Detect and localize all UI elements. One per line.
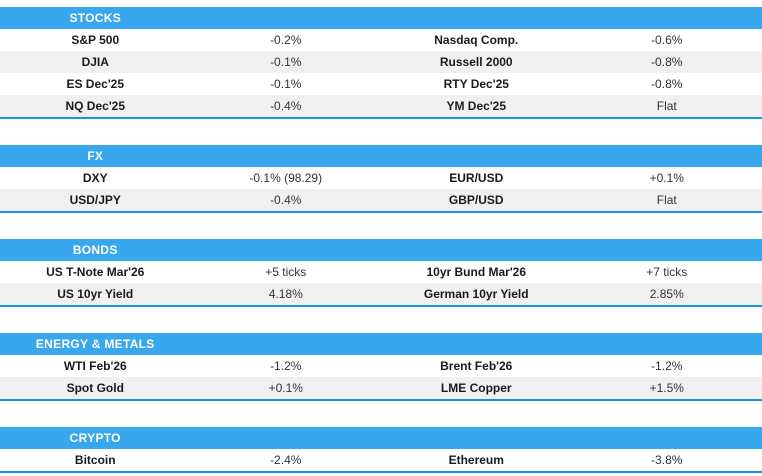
instrument-value-right: +7 ticks bbox=[646, 265, 688, 279]
instrument-value-left: +5 ticks bbox=[265, 265, 307, 279]
section-rows: Bitcoin -2.4% Ethereum -3.8% bbox=[0, 449, 762, 471]
instrument-name-right: GBP/USD bbox=[448, 193, 504, 207]
section-title: CRYPTO bbox=[69, 431, 121, 445]
section-title: STOCKS bbox=[69, 11, 122, 25]
section-rows: WTI Feb'26 -1.2% Brent Feb'26 -1.2% Spot… bbox=[0, 355, 762, 399]
instrument-value-right: -0.6% bbox=[651, 33, 683, 47]
market-section: CRYPTO Bitcoin -2.4% Ethereum -3.8% bbox=[0, 427, 762, 473]
instrument-value-left: -0.4% bbox=[270, 193, 302, 207]
instrument-value-right: +0.1% bbox=[649, 171, 684, 185]
instrument-name-left: US 10yr Yield bbox=[57, 287, 134, 301]
instrument-name-left: Spot Gold bbox=[66, 381, 124, 395]
instrument-value-right: -0.8% bbox=[651, 77, 683, 91]
instrument-value-left: +0.1% bbox=[268, 381, 303, 395]
instrument-value-left: -0.1% (98.29) bbox=[249, 171, 323, 185]
instrument-value-left: -1.2% bbox=[270, 359, 302, 373]
instrument-name-left: Bitcoin bbox=[74, 453, 116, 467]
instrument-name-left: US T-Note Mar'26 bbox=[46, 265, 145, 279]
instrument-value-left: -0.4% bbox=[270, 99, 302, 113]
market-section: FX DXY -0.1% (98.29) EUR/USD +0.1% USD/J… bbox=[0, 145, 762, 213]
instrument-name-left: WTI Feb'26 bbox=[63, 359, 127, 373]
market-row: Bitcoin -2.4% Ethereum -3.8% bbox=[0, 449, 762, 471]
instrument-value-right: -3.8% bbox=[651, 453, 683, 467]
market-row: DXY -0.1% (98.29) EUR/USD +0.1% bbox=[0, 167, 762, 189]
instrument-value-right: -0.8% bbox=[651, 55, 683, 69]
instrument-value-right: -1.2% bbox=[651, 359, 683, 373]
instrument-name-right: German 10yr Yield bbox=[423, 287, 529, 301]
section-header: FX bbox=[0, 145, 762, 167]
instrument-value-left: -0.2% bbox=[270, 33, 302, 47]
instrument-name-left: NQ Dec'25 bbox=[65, 99, 126, 113]
section-header: BONDS bbox=[0, 239, 762, 261]
market-row: USD/JPY -0.4% GBP/USD Flat bbox=[0, 189, 762, 211]
instrument-value-right: +1.5% bbox=[649, 381, 684, 395]
instrument-name-left: ES Dec'25 bbox=[66, 77, 125, 91]
section-header: ENERGY & METALS bbox=[0, 333, 762, 355]
section-title: FX bbox=[87, 149, 104, 163]
instrument-value-left: -0.1% bbox=[270, 77, 302, 91]
instrument-name-left: S&P 500 bbox=[71, 33, 120, 47]
instrument-name-left: DJIA bbox=[81, 55, 109, 69]
section-title: BONDS bbox=[72, 243, 118, 257]
instrument-value-right: 2.85% bbox=[649, 287, 684, 301]
instrument-name-left: USD/JPY bbox=[69, 193, 121, 207]
section-rows: US T-Note Mar'26 +5 ticks 10yr Bund Mar'… bbox=[0, 261, 762, 305]
instrument-value-left: 4.18% bbox=[268, 287, 303, 301]
market-row: NQ Dec'25 -0.4% YM Dec'25 Flat bbox=[0, 95, 762, 117]
market-section: ENERGY & METALS WTI Feb'26 -1.2% Brent F… bbox=[0, 333, 762, 401]
instrument-name-right: 10yr Bund Mar'26 bbox=[426, 265, 527, 279]
section-rows: S&P 500 -0.2% Nasdaq Comp. -0.6% DJIA -0… bbox=[0, 29, 762, 117]
instrument-name-right: Nasdaq Comp. bbox=[434, 33, 519, 47]
market-row: US T-Note Mar'26 +5 ticks 10yr Bund Mar'… bbox=[0, 261, 762, 283]
instrument-name-left: DXY bbox=[82, 171, 108, 185]
section-header: CRYPTO bbox=[0, 427, 762, 449]
section-header: STOCKS bbox=[0, 7, 762, 29]
market-row: S&P 500 -0.2% Nasdaq Comp. -0.6% bbox=[0, 29, 762, 51]
instrument-name-right: RTY Dec'25 bbox=[443, 77, 509, 91]
instrument-name-right: EUR/USD bbox=[449, 171, 504, 185]
instrument-name-right: Ethereum bbox=[448, 453, 504, 467]
market-row: WTI Feb'26 -1.2% Brent Feb'26 -1.2% bbox=[0, 355, 762, 377]
market-row: Spot Gold +0.1% LME Copper +1.5% bbox=[0, 377, 762, 399]
market-section: STOCKS S&P 500 -0.2% Nasdaq Comp. -0.6% … bbox=[0, 7, 762, 119]
instrument-name-right: YM Dec'25 bbox=[446, 99, 507, 113]
instrument-name-right: Russell 2000 bbox=[439, 55, 513, 69]
section-title: ENERGY & METALS bbox=[35, 337, 155, 351]
market-row: US 10yr Yield 4.18% German 10yr Yield 2.… bbox=[0, 283, 762, 305]
instrument-value-left: -0.1% bbox=[270, 55, 302, 69]
market-row: ES Dec'25 -0.1% RTY Dec'25 -0.8% bbox=[0, 73, 762, 95]
section-rows: DXY -0.1% (98.29) EUR/USD +0.1% USD/JPY … bbox=[0, 167, 762, 211]
instrument-name-right: Brent Feb'26 bbox=[440, 359, 513, 373]
market-section: BONDS US T-Note Mar'26 +5 ticks 10yr Bun… bbox=[0, 239, 762, 307]
instrument-value-right: Flat bbox=[656, 99, 677, 113]
instrument-name-right: LME Copper bbox=[440, 381, 512, 395]
instrument-value-left: -2.4% bbox=[270, 453, 302, 467]
market-row: DJIA -0.1% Russell 2000 -0.8% bbox=[0, 51, 762, 73]
market-tables: STOCKS S&P 500 -0.2% Nasdaq Comp. -0.6% … bbox=[0, 7, 762, 473]
instrument-value-right: Flat bbox=[656, 193, 677, 207]
